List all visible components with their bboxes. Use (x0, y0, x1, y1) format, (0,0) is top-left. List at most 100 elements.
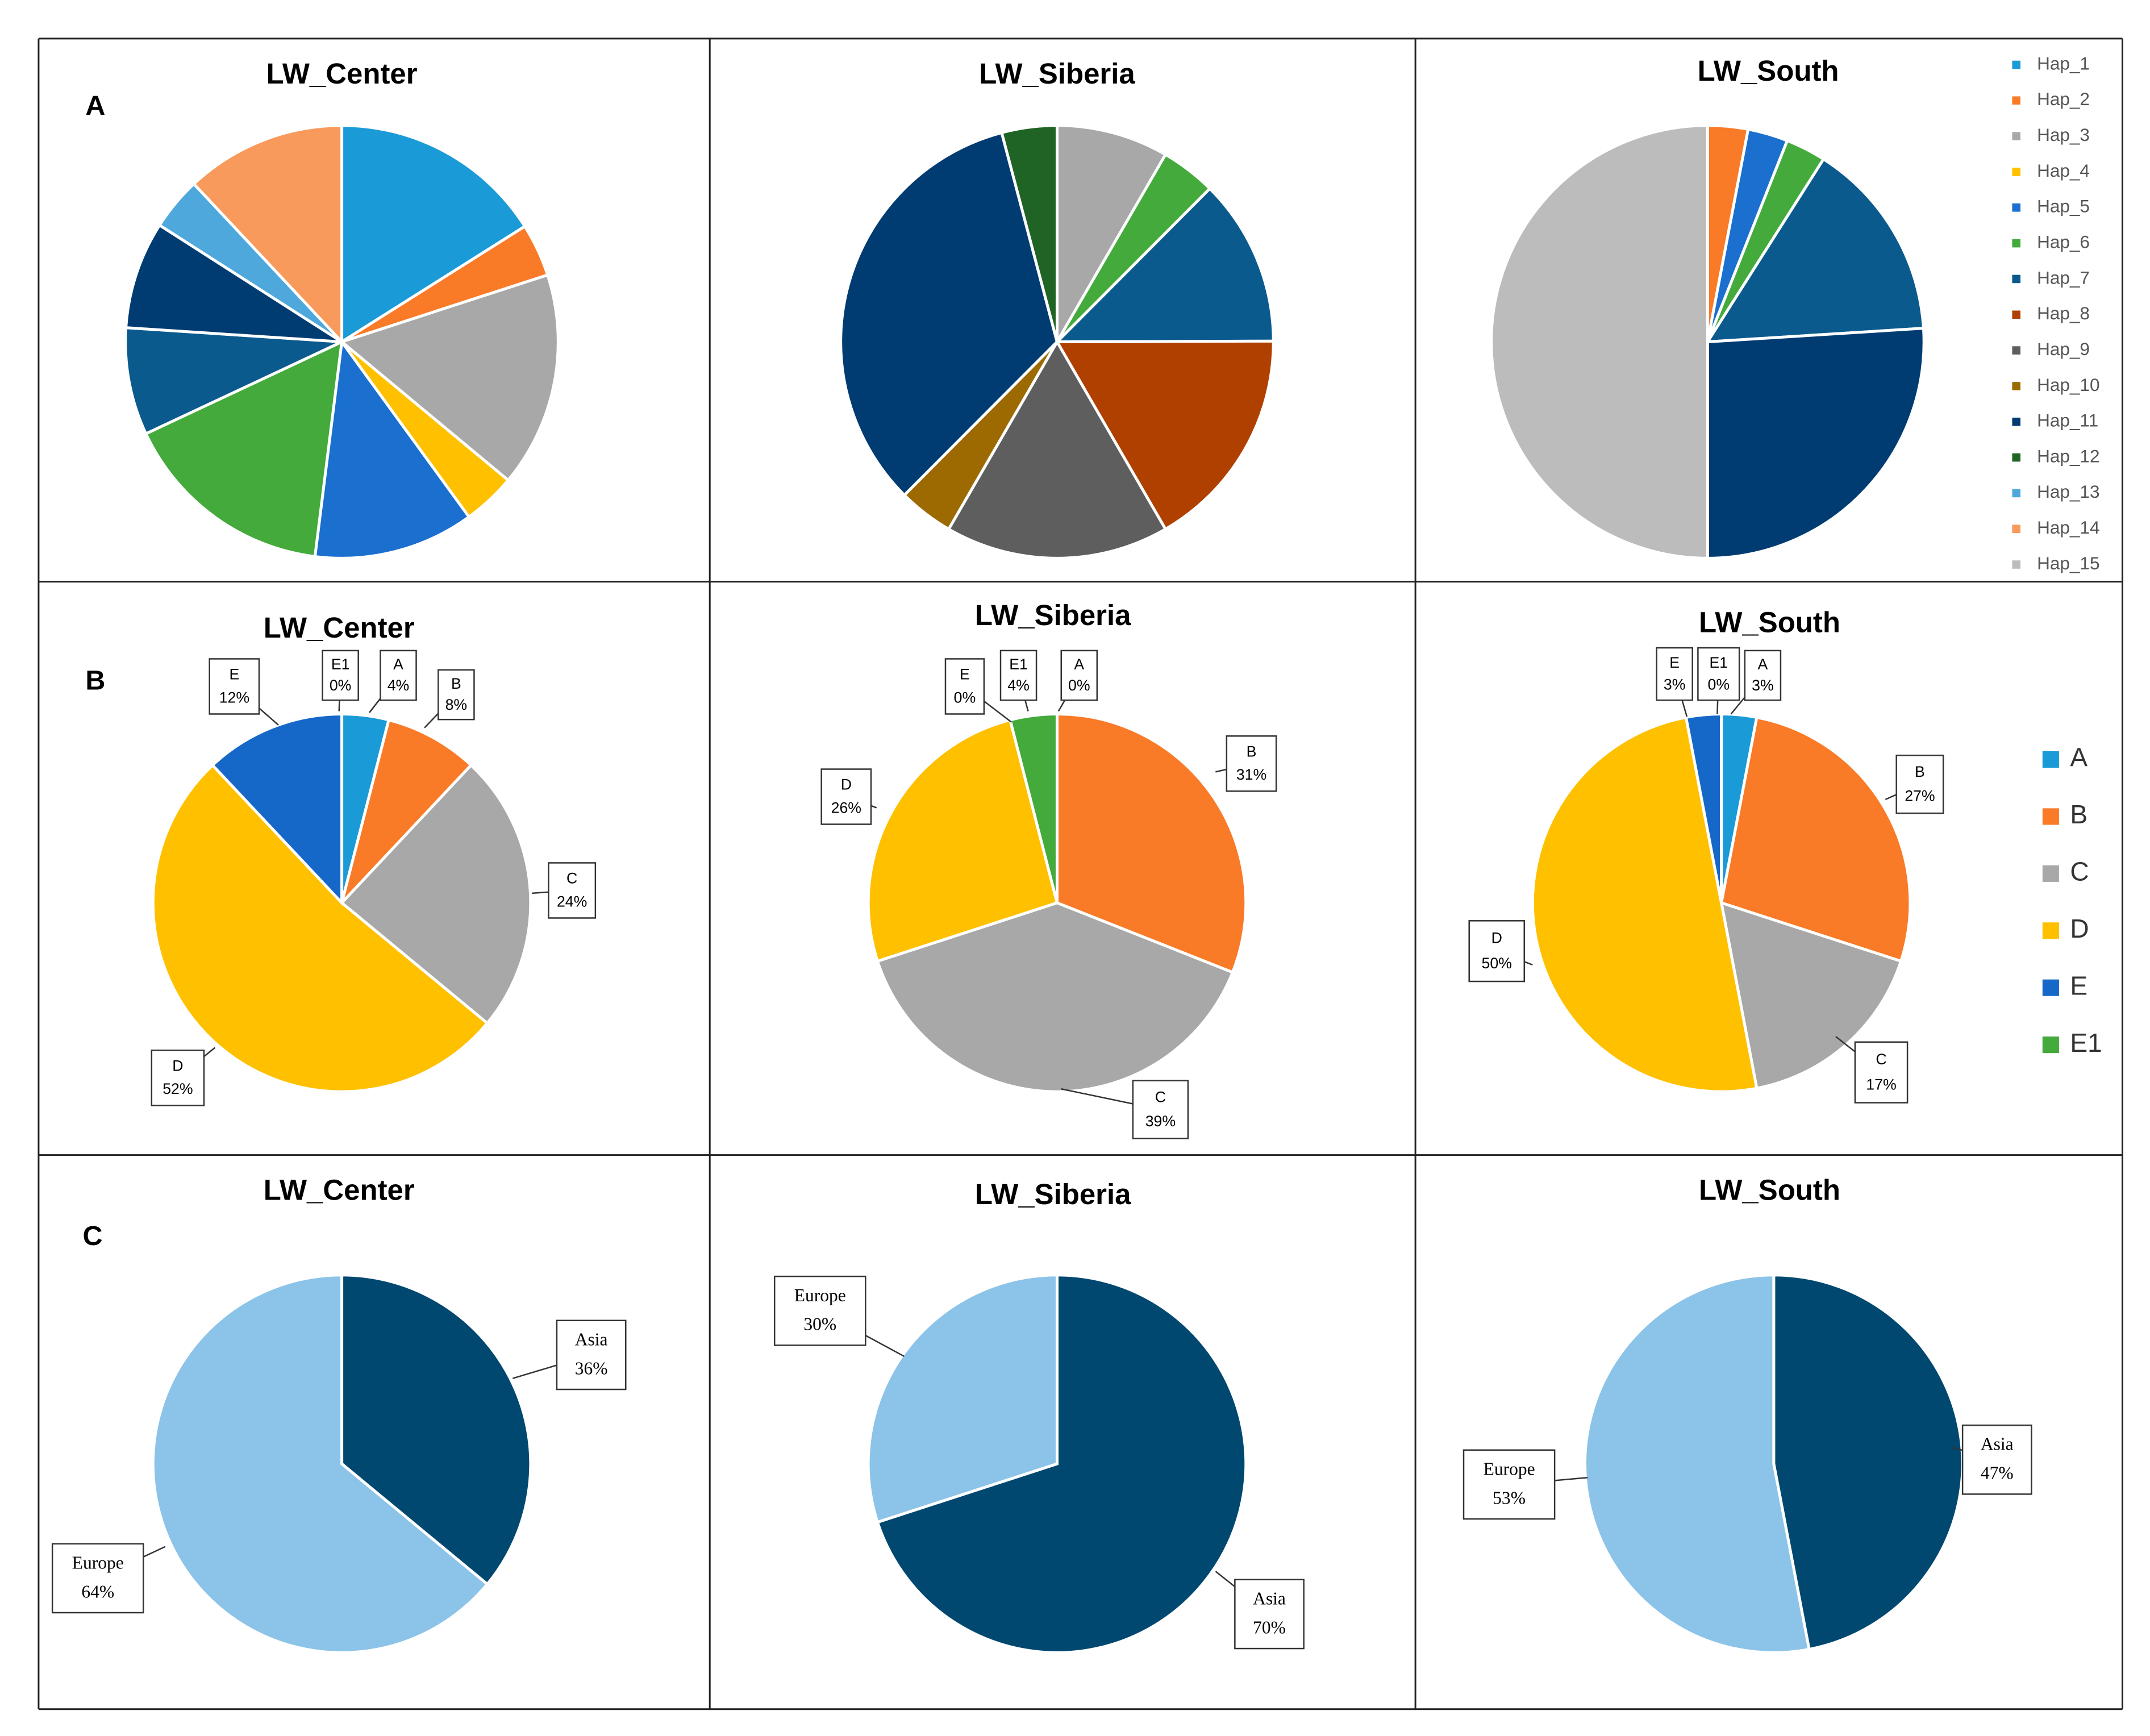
callout-value: 47% (1981, 1463, 2014, 1483)
legend-item-label: Hap_10 (2037, 374, 2099, 395)
callout-value: 39% (1145, 1113, 1176, 1130)
legend-swatch (2012, 310, 2020, 319)
legend-item-label: Hap_5 (2037, 196, 2090, 217)
callout-label: B (1915, 763, 1925, 780)
callout-box (1697, 647, 1740, 701)
pie-slice-hap-5 (313, 338, 471, 560)
legend-item-label: Hap_4 (2037, 160, 2090, 181)
pie-slice-hap-14 (191, 124, 344, 345)
callout-value: 64% (81, 1581, 114, 1601)
pie-slice-b (1055, 712, 1248, 975)
callout-value: 4% (1007, 677, 1030, 694)
callout-label: Asia (575, 1329, 608, 1349)
legend-item-label: Hap_11 (2037, 410, 2098, 431)
legend-swatch (2012, 524, 2020, 533)
pie-chart-b-lw-south: LW_South A 3% B 27% C 17% D 50% E 3% E1 0% (1468, 606, 1944, 1104)
legend-item-label: Hap_13 (2037, 481, 2099, 502)
row-label-c: C (83, 1221, 103, 1251)
pie-slice-e (1684, 712, 1723, 904)
pie-slice-e1 (1008, 712, 1059, 904)
pie-chart-b-lw-center: LW_Center A 4% B 8% C 24% D 52% E 12% E1 0% (151, 611, 597, 1106)
legend-swatch (2012, 168, 2020, 176)
callout-value: 3% (1752, 677, 1774, 694)
pie-slice-hap-8 (1055, 339, 1275, 531)
callout-box (322, 650, 359, 701)
panel-grid: A B C (38, 38, 2123, 1710)
legend-item-label: D (2070, 914, 2089, 943)
pie-slice-asia (340, 1273, 532, 1587)
pie-slice-hap-7 (124, 326, 343, 436)
legend-item-label: Hap_9 (2037, 339, 2090, 359)
callout-box (51, 1543, 144, 1614)
legend-item-label: Hap_2 (2037, 89, 2090, 109)
callout-box (1132, 1080, 1189, 1139)
callout-value: 0% (954, 689, 976, 706)
callout-label: Asia (1253, 1588, 1286, 1608)
pie-chart-c-lw-center: LW_Center Asia 36% Europe 64% (51, 1174, 627, 1654)
pie-chart-c-lw-south: LW_South Asia 47% Europe 53% (1463, 1174, 2032, 1654)
callout-label: C (1876, 1051, 1886, 1068)
legend-swatch (2042, 808, 2059, 825)
legend-haplotypes: Hap_1 Hap_2 Hap_3 Hap_4 Hap_5 Hap_6 Hap_7 Hap_8… (2012, 53, 2100, 573)
callout-value: 36% (575, 1358, 608, 1378)
pie-chart-a-lw-siberia: LW_Siberia (839, 57, 1275, 560)
callout-label: E1 (331, 656, 350, 673)
pie-slice-hap-11 (1706, 326, 1926, 560)
callout-value: 27% (1905, 788, 1935, 805)
row-label-b: B (85, 665, 105, 696)
callout-value: 12% (219, 689, 249, 706)
pie-slice-hap-15 (1490, 124, 1709, 560)
callout-value: 50% (1482, 955, 1512, 972)
pie-slice-hap-12 (999, 124, 1059, 343)
callout-box (1744, 650, 1782, 701)
pie-slice-e (210, 712, 344, 907)
callout-box (773, 1275, 866, 1346)
callout-label: A (1757, 656, 1768, 673)
chart-title: LW_Siberia (975, 599, 1131, 631)
legend-swatch (2042, 922, 2059, 939)
legend-swatch (2012, 346, 2020, 355)
callout-label: E1 (1709, 654, 1728, 671)
callout-label: E (1669, 654, 1680, 671)
legend-swatch (2012, 382, 2020, 390)
callout-box (1961, 1424, 2032, 1495)
pie-slice-d (866, 718, 1059, 963)
callout-box (548, 862, 597, 919)
callout-value: 31% (1236, 766, 1266, 783)
callout-box (151, 1050, 205, 1106)
legend-swatch (2012, 60, 2020, 69)
callout-box (820, 768, 872, 825)
callout-label: D (172, 1057, 183, 1074)
callout-label: E1 (1009, 656, 1028, 673)
pie-chart-b-lw-siberia: LW_Siberia A 0% B 31% C 39% D 26% E 0% E1 4% (820, 599, 1277, 1139)
callout-label: C (566, 870, 577, 887)
pie-slice-europe (866, 1273, 1059, 1524)
callout-box (1463, 1449, 1556, 1520)
callout-label: Asia (1981, 1434, 2014, 1454)
callout-value: 17% (1866, 1076, 1896, 1093)
callout-label: E (229, 666, 239, 683)
pie-slice-hap-11 (124, 223, 343, 344)
legend-swatch (2012, 274, 2020, 284)
callout-value: 70% (1253, 1617, 1286, 1637)
callout-box (944, 658, 985, 715)
legend-item-label: Hap_8 (2037, 303, 2090, 323)
chart-title: LW_Siberia (975, 1178, 1131, 1210)
chart-title: LW_Center (266, 57, 418, 90)
pie-slice-hap-3 (1055, 124, 1168, 347)
pie-slice-hap-7 (1053, 186, 1275, 344)
callout-value: 26% (831, 799, 861, 816)
legend-item-label: Hap_1 (2037, 53, 2090, 73)
callout-box (1854, 1041, 1909, 1104)
callout-box (556, 1319, 627, 1391)
callout-box (1060, 650, 1098, 701)
pie-slice-hap-11 (839, 131, 1059, 497)
legend-swatch (2042, 865, 2059, 882)
legend-item-label: C (2070, 857, 2089, 886)
legend-item-label: Hap_14 (2037, 517, 2099, 538)
legend-swatch (2042, 751, 2059, 768)
pie-slice-hap-7 (1705, 157, 1926, 344)
callout-value: 8% (445, 696, 468, 713)
